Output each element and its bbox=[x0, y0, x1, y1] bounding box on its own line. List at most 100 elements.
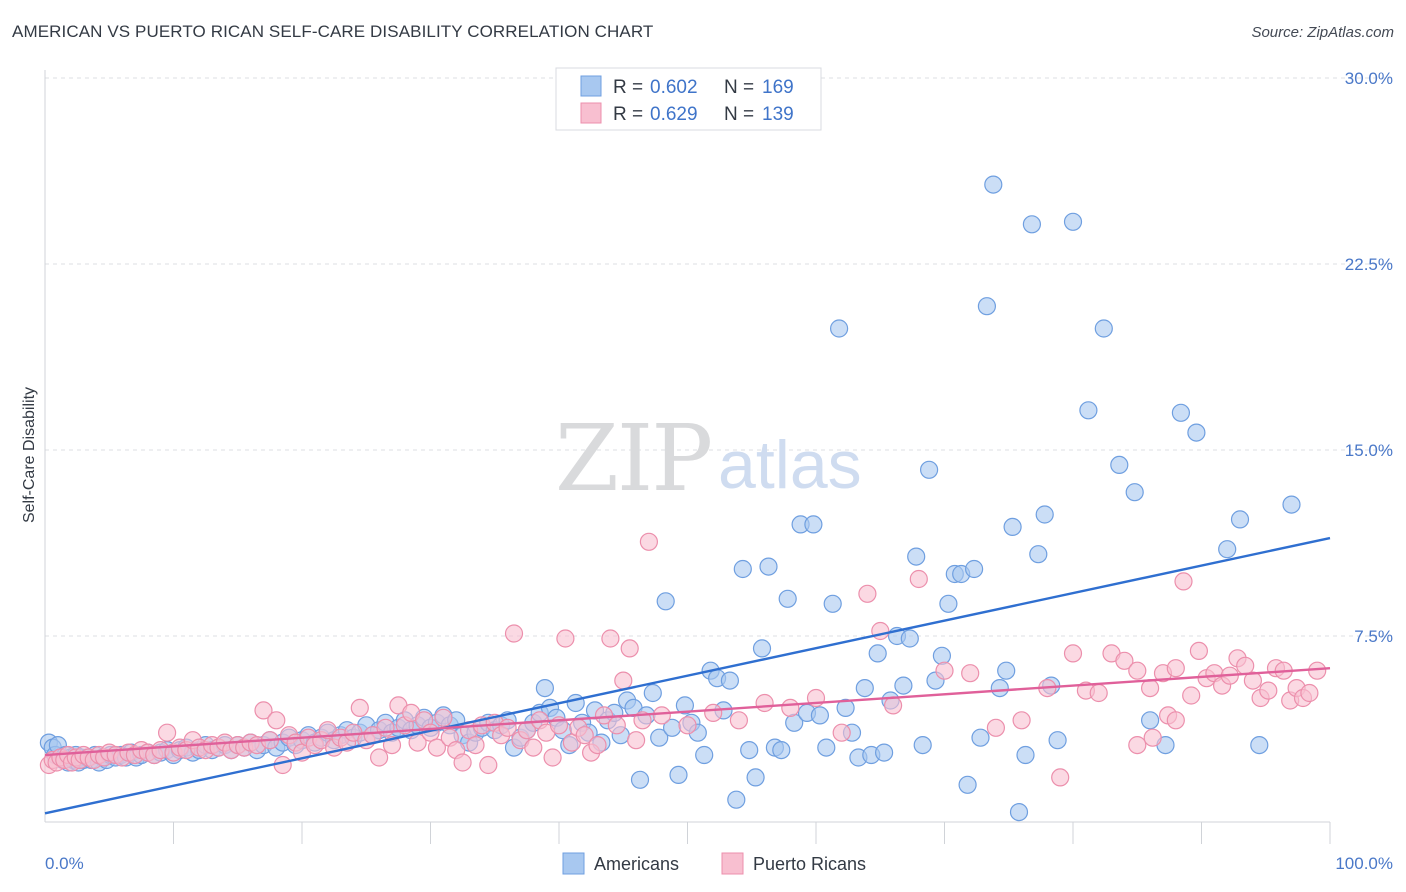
data-point bbox=[535, 678, 555, 698]
data-point bbox=[1182, 686, 1201, 705]
data-point bbox=[1174, 572, 1193, 591]
data-point bbox=[720, 671, 740, 690]
legend-swatch-puerto-ricans bbox=[580, 102, 602, 124]
legend-n-value: 169 bbox=[762, 77, 794, 98]
data-point bbox=[254, 701, 273, 720]
data-point bbox=[1300, 683, 1319, 703]
x-tick-label-min: 0.0% bbox=[45, 854, 84, 873]
watermark-atlas: atlas bbox=[718, 427, 862, 503]
y-tick-labels: 7.5% 15.0% 22.5% 30.0% bbox=[1345, 69, 1393, 646]
legend-box: R = 0.602 N = 169 R = 0.629 N = 139 bbox=[555, 67, 822, 131]
data-point bbox=[643, 683, 662, 703]
data-point bbox=[273, 755, 292, 775]
data-point bbox=[1282, 495, 1301, 514]
data-point bbox=[1089, 683, 1108, 703]
data-point bbox=[630, 770, 650, 789]
data-point bbox=[669, 765, 688, 785]
data-point bbox=[652, 706, 671, 725]
data-point bbox=[594, 706, 614, 725]
data-point bbox=[1035, 505, 1054, 524]
data-point bbox=[601, 629, 620, 648]
y-tick-label: 22.5% bbox=[1345, 255, 1393, 274]
data-point bbox=[964, 559, 984, 579]
y-tick-label: 15.0% bbox=[1345, 441, 1393, 460]
data-point bbox=[932, 646, 952, 665]
data-point bbox=[868, 644, 887, 663]
watermark: ZIP atlas bbox=[555, 405, 862, 512]
data-point bbox=[913, 735, 932, 755]
data-point bbox=[607, 716, 626, 735]
source-label: Source: ZipAtlas.com bbox=[1251, 24, 1394, 41]
data-point bbox=[267, 711, 286, 730]
data-point bbox=[733, 559, 752, 579]
data-point bbox=[453, 753, 472, 772]
series-puerto-ricans-points bbox=[39, 532, 1327, 787]
data-point bbox=[907, 547, 926, 566]
data-point bbox=[1115, 651, 1134, 670]
data-point bbox=[1128, 735, 1147, 755]
data-point bbox=[759, 557, 778, 576]
data-point bbox=[958, 775, 977, 794]
legend-r-label: R = bbox=[613, 104, 643, 125]
data-point bbox=[858, 584, 877, 603]
y-tick-label: 7.5% bbox=[1354, 627, 1393, 646]
data-point bbox=[427, 738, 446, 757]
data-point bbox=[997, 661, 1016, 680]
data-point bbox=[755, 693, 774, 713]
data-point bbox=[1048, 731, 1067, 750]
data-point bbox=[1259, 681, 1278, 700]
data-point bbox=[986, 718, 1006, 737]
data-point bbox=[1140, 711, 1160, 730]
data-point bbox=[804, 515, 823, 534]
data-point bbox=[977, 297, 997, 316]
data-point bbox=[939, 594, 958, 613]
data-point bbox=[1128, 661, 1147, 680]
bottom-legend-label-americans: Americans bbox=[594, 854, 679, 874]
data-point bbox=[1140, 678, 1160, 698]
data-point bbox=[650, 728, 669, 747]
data-point bbox=[1243, 671, 1263, 690]
data-point bbox=[566, 693, 585, 713]
data-point bbox=[1187, 423, 1206, 442]
data-point bbox=[1016, 745, 1035, 765]
data-point bbox=[524, 738, 543, 757]
data-point bbox=[883, 696, 903, 715]
data-point bbox=[1003, 517, 1022, 537]
data-point bbox=[832, 723, 851, 742]
data-point bbox=[479, 755, 498, 775]
data-point bbox=[729, 711, 749, 730]
bottom-legend: Americans Puerto Ricans bbox=[562, 852, 866, 875]
data-point bbox=[1250, 735, 1269, 755]
data-point bbox=[543, 748, 562, 767]
legend-r-value: 0.602 bbox=[650, 77, 698, 98]
data-point bbox=[656, 592, 675, 611]
data-point bbox=[1110, 455, 1129, 474]
data-point bbox=[1022, 215, 1042, 234]
data-point bbox=[158, 723, 177, 742]
y-axis-label: Self-Care Disability bbox=[21, 387, 38, 523]
chart-title: AMERICAN VS PUERTO RICAN SELF-CARE DISAB… bbox=[12, 22, 654, 41]
data-point bbox=[556, 629, 575, 648]
data-point bbox=[810, 706, 830, 725]
data-point bbox=[588, 735, 607, 755]
y-tick-label: 30.0% bbox=[1345, 69, 1393, 88]
data-point bbox=[1012, 711, 1031, 730]
data-point bbox=[1079, 401, 1098, 420]
data-point bbox=[778, 589, 797, 608]
data-point bbox=[829, 319, 849, 338]
data-point bbox=[855, 678, 874, 698]
data-point bbox=[823, 594, 842, 613]
data-point bbox=[1230, 510, 1250, 529]
data-point bbox=[1009, 802, 1029, 822]
data-point bbox=[575, 726, 594, 745]
data-point bbox=[935, 661, 954, 680]
data-point bbox=[961, 664, 980, 683]
data-point bbox=[772, 740, 791, 760]
data-point bbox=[817, 738, 836, 757]
legend-r-value: 0.629 bbox=[650, 104, 698, 125]
bottom-legend-swatch-puerto-ricans bbox=[721, 852, 744, 875]
data-point bbox=[781, 698, 800, 718]
data-point bbox=[695, 745, 714, 765]
watermark-zip: ZIP bbox=[555, 405, 711, 512]
data-point bbox=[620, 639, 639, 658]
